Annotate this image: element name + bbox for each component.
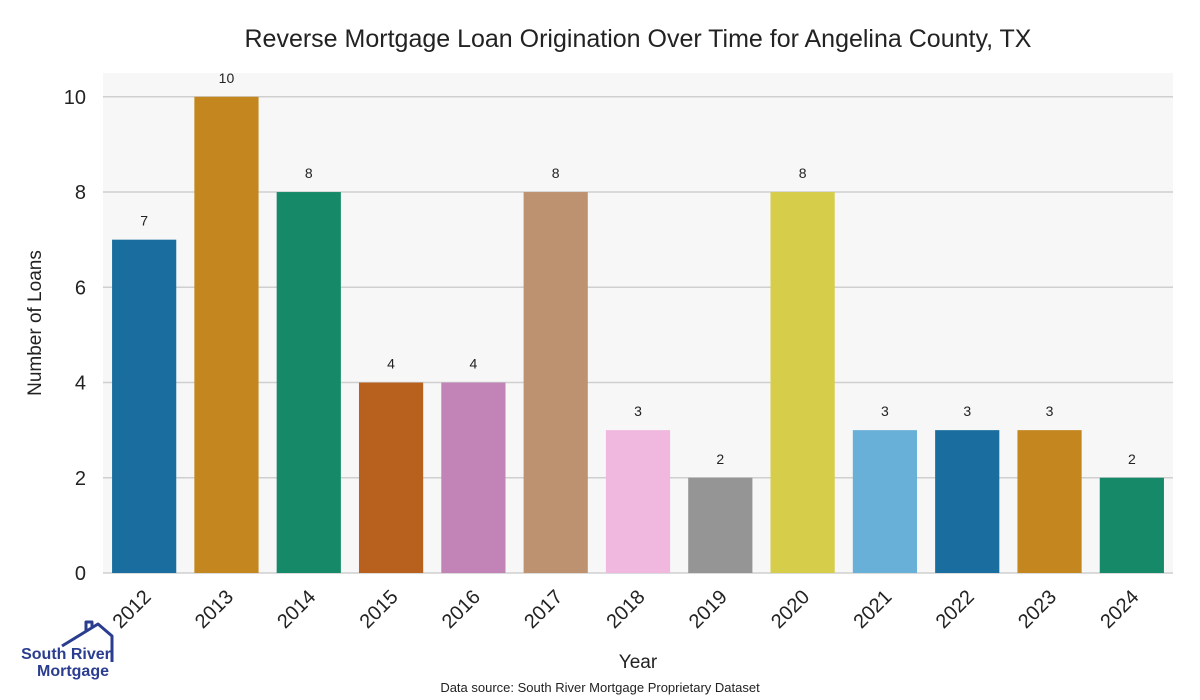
- y-tick-label: 0: [75, 563, 86, 585]
- x-tick-label: 2020: [767, 586, 814, 633]
- logo-line-2: Mortgage: [37, 663, 109, 680]
- x-tick-label: 2013: [191, 586, 238, 633]
- bar-2014: [276, 192, 341, 574]
- x-tick-label: 2012: [109, 586, 156, 633]
- chart-title: Reverse Mortgage Loan Origination Over T…: [245, 25, 1032, 53]
- y-tick-label: 6: [75, 277, 86, 299]
- x-tick-label: 2018: [603, 586, 650, 633]
- bar-value-label: 4: [387, 356, 395, 372]
- logo-line-1: South River: [21, 646, 111, 663]
- bar-value-label: 3: [963, 403, 971, 419]
- x-tick-label: 2014: [273, 586, 320, 633]
- bar-value-label: 4: [469, 356, 477, 372]
- bar-value-label: 3: [1046, 403, 1054, 419]
- source-note: Data source: South River Mortgage Propri…: [440, 680, 760, 695]
- bar-2018: [605, 430, 671, 573]
- y-tick-label: 2: [75, 468, 86, 490]
- bar-2022: [935, 430, 1000, 573]
- bar-value-label: 8: [305, 165, 313, 181]
- y-axis-label: Number of Loans: [25, 250, 46, 396]
- house-roof-icon: [61, 620, 114, 662]
- bar-value-labels: 7 10 8 4 4 8 3 2 8 3 3 3 2: [140, 70, 1136, 467]
- x-tick-label: 2022: [932, 586, 979, 633]
- bar-2012: [112, 239, 177, 573]
- bar-2021: [852, 430, 918, 573]
- company-logo: South River Mortgage: [21, 620, 114, 680]
- x-tick-label: 2019: [685, 586, 732, 633]
- bar-2015: [358, 382, 424, 573]
- bar-2019: [688, 477, 753, 573]
- bar-value-label: 8: [799, 165, 807, 181]
- bar-2024: [1099, 477, 1164, 573]
- bar-value-label: 8: [552, 165, 560, 181]
- bar-2013: [194, 96, 259, 574]
- y-tick-labels: 0 2 4 6 8 10: [64, 87, 86, 585]
- y-tick-label: 4: [75, 373, 86, 395]
- x-tick-label: 2017: [520, 586, 567, 633]
- x-tick-label: 2024: [1096, 586, 1143, 633]
- x-tick-label: 2016: [438, 586, 485, 633]
- bar-value-label: 3: [881, 403, 889, 419]
- x-tick-label: 2023: [1014, 586, 1061, 633]
- y-tick-label: 10: [64, 87, 86, 109]
- x-tick-label: 2021: [849, 586, 896, 633]
- bar-2020: [770, 192, 835, 574]
- bar-2017: [523, 192, 588, 574]
- x-axis-label: Year: [619, 652, 658, 673]
- bar-2016: [441, 382, 506, 573]
- x-tick-labels: 2012 2013 2014 2015 2016 2017 2018 2019 2020 2021…: [109, 586, 1144, 633]
- x-tick-label: 2015: [356, 586, 403, 633]
- bars: [112, 96, 1164, 574]
- bar-value-label: 3: [634, 403, 642, 419]
- bar-value-label: 10: [219, 70, 235, 86]
- bar-value-label: 7: [140, 213, 148, 229]
- bar-2023: [1017, 430, 1082, 573]
- y-tick-label: 8: [75, 182, 86, 204]
- bar-value-label: 2: [1128, 451, 1136, 467]
- bar-value-label: 2: [716, 451, 724, 467]
